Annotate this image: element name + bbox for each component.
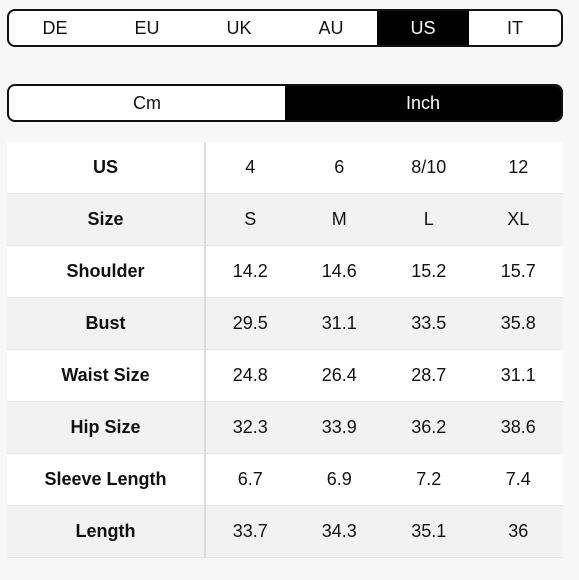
table-cell: S [205, 193, 295, 246]
table-cell: L [384, 193, 474, 246]
table-cell: 15.2 [384, 245, 474, 298]
unit-option-cm[interactable]: Cm [133, 92, 161, 113]
table-cell: 34.3 [294, 505, 384, 558]
tab-us[interactable]: US [377, 11, 469, 45]
row-label: Bust [7, 297, 206, 350]
table-cell: 14.6 [294, 245, 384, 298]
row-label: Hip Size [7, 401, 206, 454]
table-row: Length 33.7 34.3 35.1 36 [7, 505, 563, 558]
table-cell: 14.2 [205, 245, 295, 298]
tab-de[interactable]: DE [42, 17, 68, 38]
table-cell: 35.1 [384, 505, 474, 558]
table-cell: XL [473, 193, 563, 246]
size-chart-body: US 4 6 8/10 12 Size S M L XL Shoulder 14.2 14.6 15.2 1… [7, 142, 563, 558]
table-cell: M [294, 193, 384, 246]
region-tabs: DE EU UK AU US IT [7, 9, 563, 47]
row-label: Size [7, 193, 206, 246]
table-row: Hip Size 32.3 33.9 36.2 38.6 [7, 401, 563, 454]
table-cell: 6.9 [294, 453, 384, 506]
table-row: Size S M L XL [7, 193, 563, 246]
table-cell: 36 [473, 505, 563, 558]
table-row: Bust 29.5 31.1 33.5 35.8 [7, 297, 563, 350]
table-cell: 8/10 [384, 142, 474, 194]
row-label: Shoulder [7, 245, 206, 298]
table-cell: 33.9 [294, 401, 384, 454]
table-cell: 29.5 [205, 297, 295, 350]
table-cell: 32.3 [205, 401, 295, 454]
size-chart-table: US 4 6 8/10 12 Size S M L XL Shoulder 14.2 14.6 15.2 1… [7, 142, 563, 558]
table-cell: 7.4 [473, 453, 563, 506]
row-label: Waist Size [7, 349, 206, 402]
table-cell: 31.1 [294, 297, 384, 350]
table-cell: 7.2 [384, 453, 474, 506]
table-row: Waist Size 24.8 26.4 28.7 31.1 [7, 349, 563, 402]
table-cell: 33.7 [205, 505, 295, 558]
table-cell: 28.7 [384, 349, 474, 402]
row-label: Length [7, 505, 206, 558]
row-label: Sleeve Length [7, 453, 206, 506]
table-cell: 35.8 [473, 297, 563, 350]
table-row: US 4 6 8/10 12 [7, 142, 563, 194]
tab-au[interactable]: AU [318, 17, 344, 38]
table-cell: 33.5 [384, 297, 474, 350]
table-cell: 26.4 [294, 349, 384, 402]
table-row: Shoulder 14.2 14.6 15.2 15.7 [7, 245, 563, 298]
table-cell: 6 [294, 142, 384, 194]
table-row: Sleeve Length 6.7 6.9 7.2 7.4 [7, 453, 563, 506]
table-cell: 36.2 [384, 401, 474, 454]
unit-option-inch[interactable]: Inch [285, 86, 561, 120]
table-cell: 31.1 [473, 349, 563, 402]
table-cell: 38.6 [473, 401, 563, 454]
table-cell: 6.7 [205, 453, 295, 506]
tab-eu[interactable]: EU [134, 17, 160, 38]
row-label: US [7, 142, 206, 194]
table-cell: 12 [473, 142, 563, 194]
tab-it[interactable]: IT [507, 17, 523, 38]
table-cell: 4 [205, 142, 295, 194]
table-cell: 24.8 [205, 349, 295, 402]
table-cell: 15.7 [473, 245, 563, 298]
unit-toggle: Cm Inch [7, 84, 563, 122]
tab-uk[interactable]: UK [226, 17, 252, 38]
